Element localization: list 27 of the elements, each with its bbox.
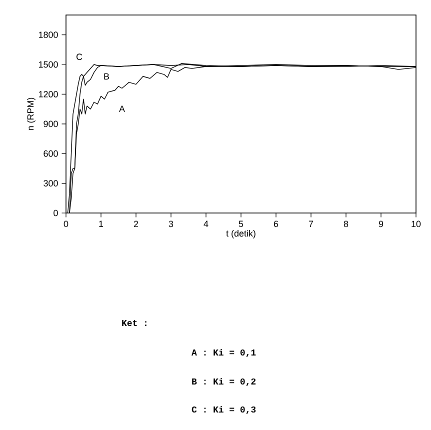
x-tick-label: 3 [168,220,174,228]
series-label: C [76,54,82,60]
y-tick-label: 900 [44,120,58,128]
x-tick-label: 9 [378,220,384,228]
y-tick-label: 600 [44,150,58,157]
x-tick-label: 10 [412,220,421,228]
x-tick-label: 8 [344,220,348,228]
x-tick-label: 1 [99,220,104,227]
x-tick-label: 5 [238,220,244,228]
y-tick-label: 1200 [38,91,58,98]
series-label: B [104,73,110,80]
text: C : Ki = 0,3 [192,406,256,414]
text: B : Ki = 0,2 [192,378,256,386]
series-label: A [119,106,125,112]
text: A : Ki = 0,1 [192,348,256,358]
x-tick-label: 0 [64,220,68,228]
x-tick-label: 7 [308,220,314,227]
y-tick-label: 1800 [38,32,58,38]
y-tick-label: 300 [44,180,58,186]
x-axis-title: t (detik) [226,230,256,238]
y-axis-title: n (RPM) [27,98,36,130]
x-tick-label: 4 [204,220,208,227]
x-tick-label: 6 [274,220,278,228]
y-tick-label: 0 [54,210,58,216]
x-tick-label: 2 [134,220,138,228]
text: Ket : [122,320,146,326]
y-tick-label: 1500 [38,61,58,68]
